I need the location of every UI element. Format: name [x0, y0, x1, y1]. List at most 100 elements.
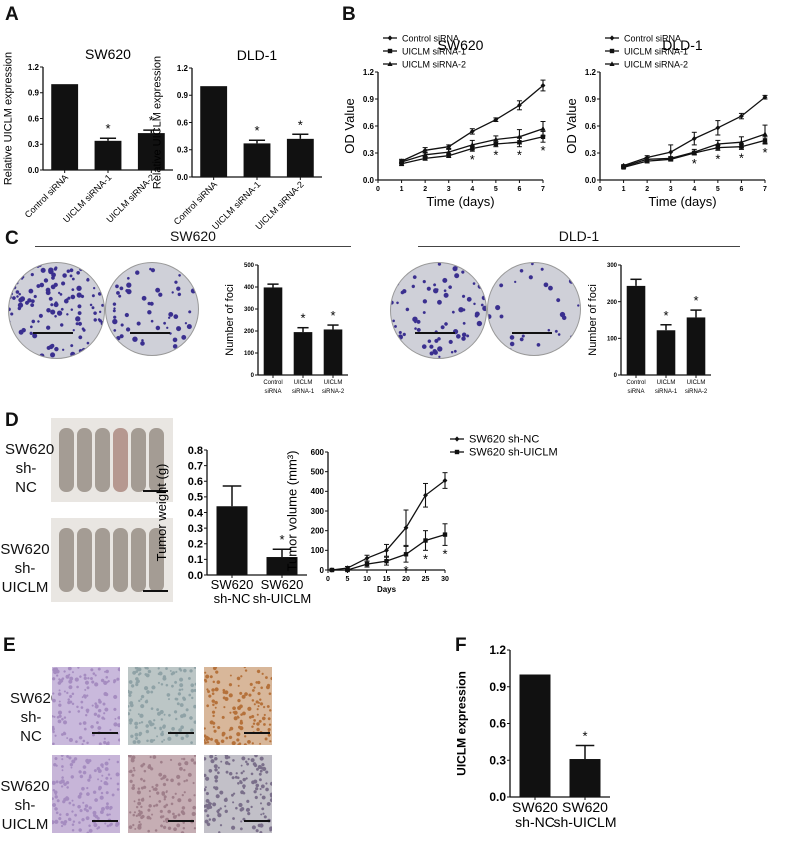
bar: [323, 329, 343, 375]
marker-triangle: [609, 61, 615, 66]
mouse: [77, 528, 92, 592]
row-label-line: SW620: [5, 441, 55, 458]
chart-b1: SW620 0.0 0.3 0.6 0.9 1.2 OD Value 0 1 2 3 4 5 6 7 Time…: [342, 34, 546, 209]
scale-bar: [143, 590, 168, 592]
bar: [200, 86, 228, 177]
panel-c-sw620-divider: [35, 246, 351, 247]
mice-photo: [51, 418, 173, 502]
chart-d1: 0.0 0.1 0.2 0.3 0.4 0.5 0.6 0.7 0.8 Tumor weight …: [154, 445, 312, 606]
marker-diamond: [739, 113, 744, 119]
bar: [686, 317, 706, 375]
legend-label: Control siRNA: [402, 34, 459, 44]
y-tick-label: 300: [607, 263, 618, 269]
x-tick-label: siRNA: [627, 389, 644, 395]
x-tick-label: siRNA: [264, 389, 281, 395]
y-axis-label: Relative UICLM expression: [2, 52, 14, 185]
x-tick-label: 20: [402, 576, 410, 583]
row-label-line: SW620: [0, 778, 50, 795]
y-tick-label: 1.2: [177, 64, 189, 73]
colony-plate-image: [8, 262, 105, 359]
x-tick-label: sh-UICLM: [553, 814, 616, 830]
y-tick-label: 0.6: [177, 118, 189, 127]
series-0: [399, 79, 546, 164]
marker-square: [387, 48, 393, 54]
y-tick-label: 0.3: [177, 146, 189, 155]
y-tick-label: 200: [607, 300, 618, 306]
scale-bar: [92, 820, 118, 822]
y-axis-label: Relative UICLM expression: [151, 56, 163, 189]
legend-label: UICLM siRNA-1: [402, 47, 466, 57]
row-label-line: SW620: [10, 690, 60, 707]
x-tick-label: sh-NC: [214, 591, 251, 606]
significance-asterisk: *: [582, 729, 587, 744]
marker-triangle: [387, 61, 393, 66]
y-axis-label: Tumor volume (mm³): [284, 451, 299, 572]
panel-c-dld1-header: DLD-1: [558, 228, 600, 244]
marker-diamond: [517, 102, 522, 108]
scale-bar: [130, 332, 170, 334]
y-tick-label: 400: [311, 487, 325, 496]
y-tick-label: 0.6: [188, 476, 203, 488]
y-tick-label: 0.9: [177, 91, 189, 100]
marker-square: [540, 134, 546, 139]
x-tick-label: 0: [598, 186, 602, 193]
significance-asterisk: *: [442, 546, 447, 561]
y-tick-label: 0.9: [363, 95, 375, 104]
bar: [519, 674, 551, 797]
y-tick-label: 100: [244, 351, 255, 357]
significance-asterisk: *: [279, 532, 284, 547]
significance-asterisk: *: [149, 113, 154, 128]
panel-label-c: C: [5, 228, 19, 249]
chart-a2: DLD-1 0.0 0.3 0.6 0.9 1.2 Relative UICLM expre…: [151, 47, 322, 232]
y-tick-label: 0.0: [489, 790, 506, 804]
marker-triangle: [422, 152, 428, 157]
scale-bar: [33, 332, 73, 334]
marker-triangle: [691, 149, 697, 155]
x-tick-label: siRNA-1: [655, 389, 678, 395]
marker-triangle: [762, 131, 768, 137]
y-tick-label: 500: [311, 467, 325, 476]
y-tick-label: 0: [614, 373, 618, 379]
legend-label: SW620 sh-NC: [469, 434, 539, 446]
chart-title: DLD-1: [662, 37, 703, 53]
marker-diamond: [762, 94, 768, 100]
bar: [266, 557, 298, 575]
panel-label-b: B: [342, 4, 356, 25]
mouse: [149, 428, 164, 492]
y-tick-label: 300: [244, 307, 255, 313]
panel-label-f: F: [455, 635, 467, 656]
mouse: [113, 428, 128, 492]
bar: [51, 84, 79, 170]
x-tick-label: SW620: [261, 577, 304, 592]
x-tick-label: 5: [346, 576, 350, 583]
y-tick-label: 0.0: [188, 570, 203, 582]
y-tick-label: 0.3: [188, 523, 203, 535]
y-tick-label: 1.2: [585, 68, 597, 77]
y-tick-label: 0.6: [585, 122, 597, 131]
chart-title: SW620: [438, 37, 484, 53]
marker-triangle: [493, 136, 499, 142]
y-tick-label: 0.6: [489, 717, 506, 731]
panel-c-dld1-divider: [418, 246, 740, 247]
y-tick-label: 0.9: [585, 95, 597, 104]
mouse: [113, 528, 128, 592]
x-axis-label: Time (days): [426, 194, 494, 209]
x-tick-label: 7: [541, 186, 545, 193]
row-label: SW620 sh-NC: [5, 440, 55, 497]
marker-square: [423, 538, 428, 543]
y-tick-label: 100: [311, 546, 325, 555]
marker-square: [454, 449, 460, 455]
x-tick-label: sh-UICLM: [253, 591, 312, 606]
y-tick-label: 0.1: [188, 554, 203, 566]
marker-square: [329, 567, 335, 573]
panel-label-d: D: [5, 410, 19, 431]
x-tick-label: 4: [470, 186, 474, 193]
series-0: [621, 94, 768, 169]
series-2: [398, 121, 546, 165]
x-tick-label: 3: [669, 186, 673, 193]
row-label-line: sh-NC: [15, 460, 37, 496]
legend-label: UICLM siRNA-1: [624, 47, 688, 57]
legend-label: SW620 sh-UICLM: [469, 447, 558, 459]
significance-asterisk: *: [663, 308, 668, 323]
